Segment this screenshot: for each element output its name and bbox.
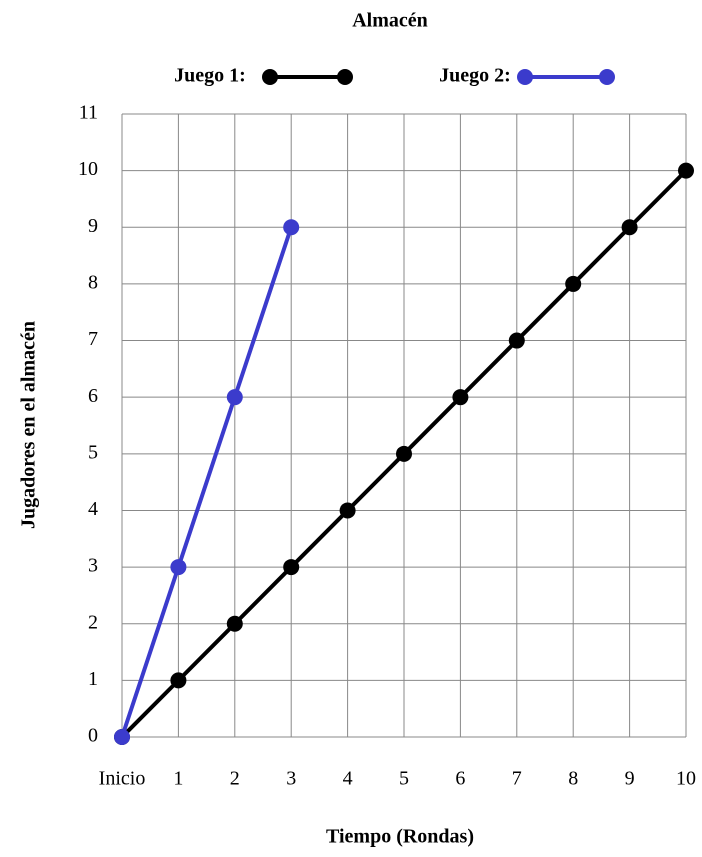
y-tick-label: 5 — [88, 441, 98, 463]
y-tick-label: 1 — [88, 668, 98, 690]
point — [226, 615, 243, 632]
y-tick-label: 2 — [88, 611, 98, 633]
legend-label: Juego 1: — [174, 65, 246, 87]
y-tick-label: 3 — [88, 555, 98, 577]
point — [339, 502, 356, 519]
x-tick-label: 2 — [230, 768, 240, 790]
x-tick-label: 3 — [286, 768, 296, 790]
x-tick-label: 7 — [512, 768, 522, 790]
x-tick-label: 8 — [568, 768, 578, 790]
x-tick-label: Inicio — [99, 768, 146, 790]
legend-marker — [517, 69, 533, 85]
point — [565, 275, 582, 292]
legend-label: Juego 2: — [439, 65, 511, 87]
y-tick-label: 6 — [88, 385, 98, 407]
x-tick-label: 1 — [173, 768, 183, 790]
y-tick-label: 10 — [78, 158, 98, 180]
x-tick-label: 5 — [399, 768, 409, 790]
point — [621, 219, 638, 236]
point — [508, 332, 525, 349]
x-tick-label: 10 — [676, 768, 696, 790]
chart-title: Almacén — [352, 10, 428, 32]
y-tick-label: 7 — [88, 328, 98, 350]
point — [114, 729, 130, 745]
y-tick-label: 9 — [88, 215, 98, 237]
legend-marker — [599, 69, 615, 85]
legend-marker — [337, 69, 353, 85]
point — [396, 445, 412, 462]
y-tick-label: 11 — [79, 102, 98, 124]
x-tick-label: 9 — [625, 768, 635, 790]
point — [283, 559, 300, 576]
y-tick-label: 8 — [88, 272, 98, 294]
series-line — [120, 226, 294, 738]
x-tick-label: 4 — [343, 768, 353, 790]
x-axis-label: Tiempo (Rondas) — [326, 826, 474, 848]
legend-marker — [262, 69, 278, 85]
point — [678, 162, 694, 179]
point — [226, 389, 243, 406]
point — [170, 559, 187, 576]
y-tick-label: 0 — [88, 725, 98, 747]
point — [170, 672, 187, 689]
y-tick-label: 4 — [88, 498, 98, 520]
y-axis-label: Jugadores en el almacén — [18, 321, 40, 529]
x-tick-label: 6 — [455, 768, 465, 790]
point — [283, 219, 300, 236]
point — [452, 389, 469, 406]
